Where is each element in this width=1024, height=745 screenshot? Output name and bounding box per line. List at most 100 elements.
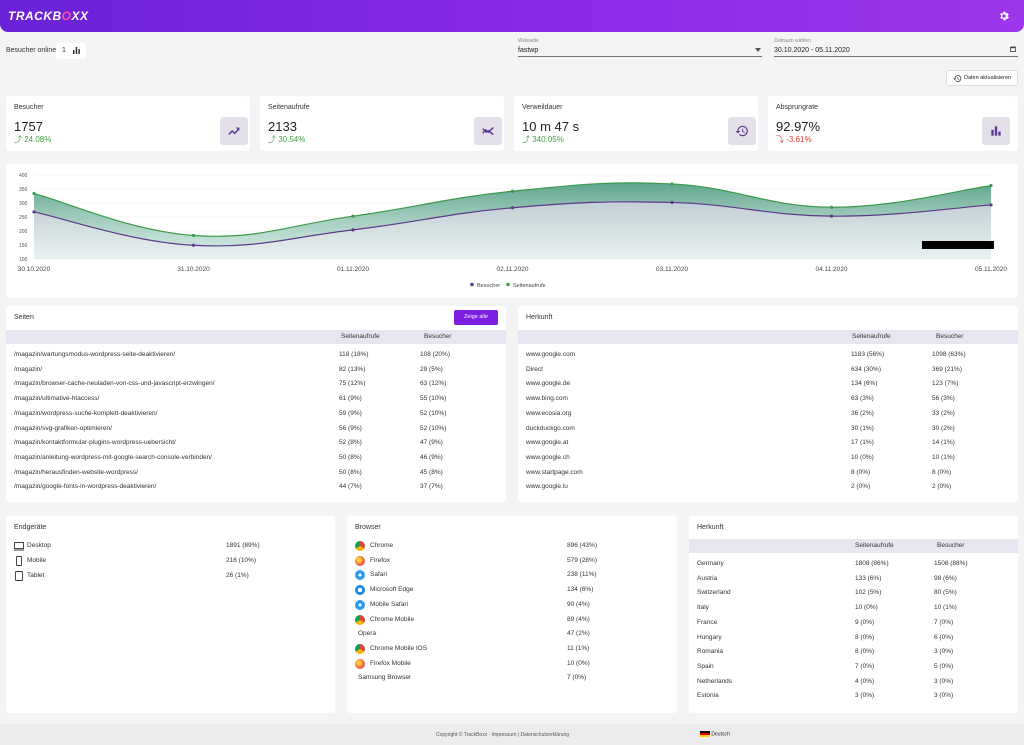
trackboxx-logo[interactable]: TRACKBOXX [8, 9, 89, 23]
device-row: Desktop 1891 (89%) [14, 540, 324, 554]
row-label: Netherlands [697, 677, 733, 685]
row-value: 369 (21%) [932, 365, 962, 373]
bar-chart-icon [73, 47, 80, 54]
row-value: 123 (7%) [932, 380, 959, 388]
device-label: Mobile [27, 557, 47, 564]
row-value: 4 (0%) [855, 677, 875, 685]
row-label: /magazin/anleitung-wordpress-mit-google-… [14, 453, 212, 461]
row-value: 45 (8%) [420, 468, 443, 476]
row-value: 63 (3%) [851, 395, 874, 403]
column-header: Besucher [936, 333, 964, 340]
browser-value: 10 (0%) [567, 659, 590, 667]
edge-icon [355, 585, 365, 596]
row-value: 17 (1%) [851, 439, 874, 447]
row-label: France [697, 618, 718, 626]
row-value: 82 (13%) [339, 365, 366, 373]
gear-icon[interactable] [998, 10, 1010, 22]
referrer-row: www.google.ch 10 (0%) 10 (1%) [518, 451, 1018, 466]
trending-up-icon [228, 127, 240, 136]
browser-row: Chrome Mobile IOS 11 (1%) [355, 643, 670, 657]
page-row: /magazin/ultimative-htaccess/61 (9%) 55 (… [6, 392, 506, 407]
period-select-label: Zeitraum wählen [774, 38, 811, 44]
kpi-card-besucher: Besucher 1757 ⤴ 24.08% [6, 96, 250, 151]
row-value: 29 (5%) [420, 365, 443, 373]
data-point [32, 210, 36, 214]
language-switch[interactable]: Deutsch [700, 731, 730, 737]
browser-label: Safari [370, 571, 387, 579]
row-value: 8 (0%) [855, 633, 875, 641]
referrer-row: www.google.com 1183 (56%) 1098 (63%) [518, 348, 1018, 363]
kpi-trend: ⤴ 30.54% [268, 135, 306, 144]
refresh-data-button[interactable]: Daten aktualisieren [946, 70, 1018, 86]
browser-panel: Browser Chrome 896 (43%) Firefox 579 (28%) S… [347, 516, 677, 713]
kpi-value: 1757 [14, 119, 43, 134]
row-value: 50 (8%) [339, 468, 362, 476]
row-value: 37 (7%) [420, 483, 443, 491]
row-value: 3 (0%) [934, 677, 954, 685]
data-point [510, 206, 515, 210]
row-value: 1808 (86%) [855, 560, 889, 567]
browser-value: 896 (43%) [567, 542, 597, 549]
desktop-icon [14, 542, 24, 551]
redaction-bar [922, 241, 994, 249]
tablet-icon [15, 571, 23, 581]
kpi-label: Verweildauer [522, 104, 563, 111]
column-header: Seitenaufrufe [341, 333, 380, 340]
row-label: www.google.com [526, 351, 576, 358]
row-value: 7 (0%) [855, 662, 875, 670]
country-panel: Herkunft Seitenaufrufe Besucher Germany 1… [689, 516, 1018, 713]
devices-title: Endgeräte [14, 524, 47, 531]
browser-value: 47 (2%) [567, 630, 590, 638]
row-value: 56 (9%) [339, 424, 362, 432]
browser-row: Opera 47 (2%) [355, 628, 670, 642]
row-value: 10 (0%) [855, 604, 878, 612]
x-tick-label: 30.10.2020 [18, 266, 51, 273]
website-select[interactable]: Webseite fastwp [518, 38, 762, 58]
referrer-row: www.google.at 17 (1%) 14 (1%) [518, 436, 1018, 451]
online-counter[interactable]: 1 [56, 43, 86, 59]
trending-up-icon: ⤴ [522, 135, 530, 144]
row-label: www.google.de [526, 380, 571, 388]
row-value: 9 (0%) [855, 618, 875, 626]
row-value: 33 (2%) [932, 409, 955, 417]
page-row: /magazin/herausfinden-website-wordpress/… [6, 466, 506, 481]
safari-icon [355, 599, 365, 610]
period-select[interactable]: Zeitraum wählen 30.10.2020 - 05.11.2020 [774, 38, 1018, 58]
y-tick-label: 250 [19, 215, 28, 221]
language-label: Deutsch [711, 731, 730, 738]
row-value: 2 (0%) [932, 483, 952, 491]
referrer-row: www.google.de 134 (6%) 123 (7%) [518, 377, 1018, 392]
referrer-row: Direct 634 (30%) 369 (21%) [518, 363, 1018, 378]
period-select-underline [774, 56, 1018, 57]
row-value: 56 (3%) [932, 395, 955, 403]
website-select-underline [518, 56, 762, 57]
row-value: 3 (0%) [934, 692, 954, 700]
data-point [351, 228, 355, 232]
row-value: 36 (2%) [851, 409, 874, 417]
data-point [670, 200, 674, 205]
row-value: 102 (5%) [855, 589, 882, 597]
device-label: Tablet [27, 572, 45, 579]
data-point [32, 191, 36, 196]
x-tick-label: 01.11.2020 [337, 266, 369, 273]
row-value: 133 (6%) [855, 574, 882, 582]
page-row: /magazin/82 (13%) 29 (5%) [6, 363, 506, 378]
x-tick-label: 05.11.2020 [975, 266, 1007, 273]
referrer-row: duckduckgo.com 30 (1%) 30 (2%) [518, 422, 1018, 437]
country-row: Romania 8 (0%) 3 (0%) [689, 645, 1018, 660]
row-label: www.bing.com [526, 395, 568, 403]
trending-down-icon: ⤵ [776, 135, 784, 144]
row-value: 46 (9%) [420, 453, 443, 461]
x-tick-label: 03.11.2020 [656, 266, 688, 273]
footer-copyright[interactable]: Copyright © TrackBoxx · Impressum | Date… [436, 732, 570, 738]
row-value: 1098 (63%) [932, 351, 966, 358]
footer: Copyright © TrackBoxx · Impressum | Date… [0, 724, 1024, 745]
column-header: Seitenaufrufe [852, 333, 891, 340]
calendar-icon[interactable] [1010, 46, 1016, 52]
website-select-label: Webseite [518, 38, 539, 44]
row-value: 44 (7%) [339, 483, 362, 491]
country-row: Hungary 8 (0%) 6 (0%) [689, 631, 1018, 646]
browser-value: 89 (4%) [567, 615, 590, 623]
show-all-button[interactable]: Zeige alle [454, 310, 498, 325]
browser-value: 7 (0%) [567, 674, 587, 682]
